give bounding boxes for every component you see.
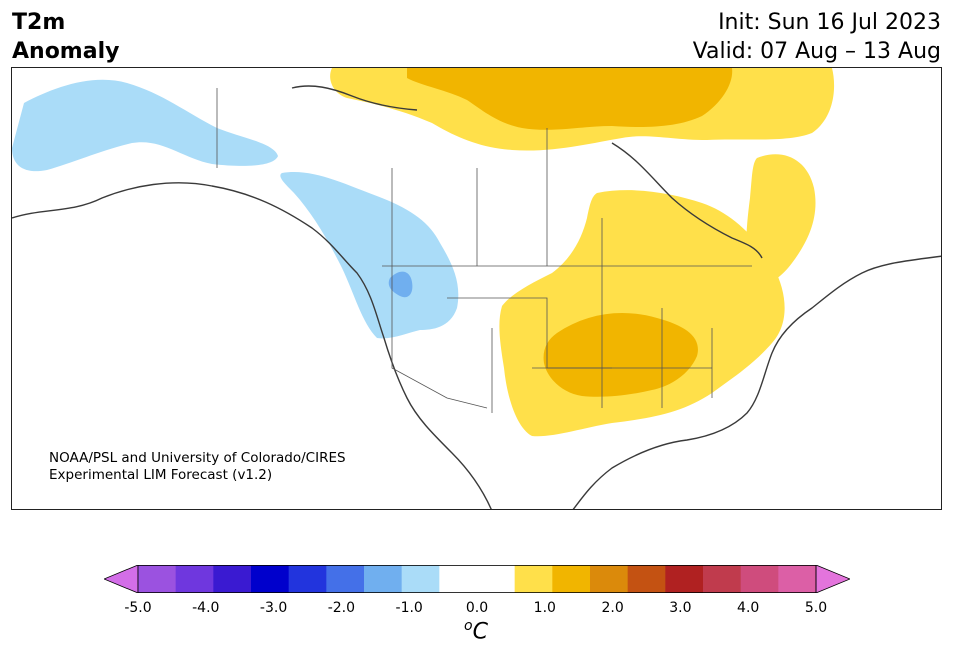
colorbar-bin bbox=[326, 565, 365, 593]
forecast-dates: Init: Sun 16 Jul 2023 Valid: 07 Aug – 13… bbox=[693, 8, 941, 66]
colorbar-unit: oC bbox=[464, 618, 488, 645]
colorbar-tick-label: -4.0 bbox=[192, 600, 220, 616]
warm-anomaly-central-core bbox=[543, 313, 698, 397]
colorbar-bin bbox=[590, 565, 629, 593]
colorbar-bin bbox=[514, 565, 553, 593]
colorbar-bin bbox=[213, 565, 252, 593]
colorbar-bin bbox=[439, 565, 478, 593]
colorbar-bin bbox=[552, 565, 591, 593]
colorbar-tick-label: -1.0 bbox=[395, 600, 423, 616]
map-svg bbox=[12, 68, 941, 509]
colorbar-bin bbox=[740, 565, 779, 593]
colorbar-bin bbox=[401, 565, 440, 593]
colorbar-outline bbox=[137, 565, 817, 593]
colorbar-bin bbox=[288, 565, 327, 593]
colorbar-bin bbox=[703, 565, 742, 593]
colorbar-tick-label: -2.0 bbox=[327, 600, 356, 616]
colorbar-bin bbox=[665, 565, 704, 593]
warm-anomaly-arctic-core bbox=[407, 68, 733, 130]
credit-text: NOAA/PSL and University of Colorado/CIRE… bbox=[49, 450, 346, 484]
colorbar-bin bbox=[175, 565, 214, 593]
colorbar-bin bbox=[778, 565, 817, 593]
colorbar-tick-label: 0.0 bbox=[465, 600, 489, 616]
colorbar-bin bbox=[251, 565, 290, 593]
colorbar-tick-label: 4.0 bbox=[737, 600, 760, 616]
title-line-1: T2m bbox=[12, 10, 66, 35]
colorbar-tick-label: 3.0 bbox=[669, 600, 692, 616]
colorbar-over-arrow bbox=[815, 565, 850, 593]
colorbar-bin bbox=[138, 565, 177, 593]
cool-anomaly-core bbox=[388, 271, 413, 298]
cool-anomaly-alaska bbox=[12, 79, 278, 172]
colorbar-tick-label: 5.0 bbox=[804, 600, 828, 616]
colorbar-tick-label: -3.0 bbox=[259, 600, 288, 616]
cool-anomaly-northwest bbox=[280, 172, 459, 339]
warm-anomaly-central-us bbox=[499, 190, 785, 437]
political-borders bbox=[216, 88, 752, 413]
coastlines bbox=[12, 85, 941, 509]
colorbar-tick-label: -5.0 bbox=[124, 600, 152, 616]
colorbar-tick-label: 1.0 bbox=[533, 600, 556, 616]
colorbar-bin bbox=[364, 565, 403, 593]
colorbar bbox=[104, 565, 850, 593]
title-line-2: Anomaly bbox=[12, 39, 120, 64]
map-title: T2m Anomaly bbox=[12, 8, 119, 66]
colorbar-under-arrow bbox=[104, 565, 139, 593]
credit-line-1: NOAA/PSL and University of Colorado/CIRE… bbox=[49, 450, 346, 466]
colorbar-bin bbox=[627, 565, 666, 593]
colorbar-bin bbox=[477, 565, 516, 593]
anomaly-map bbox=[11, 67, 942, 510]
valid-range: Valid: 07 Aug – 13 Aug bbox=[692, 39, 941, 64]
colorbar-tick-label: 2.0 bbox=[601, 600, 624, 616]
init-date: Init: Sun 16 Jul 2023 bbox=[718, 10, 941, 35]
credit-line-2: Experimental LIM Forecast (v1.2) bbox=[49, 467, 273, 483]
